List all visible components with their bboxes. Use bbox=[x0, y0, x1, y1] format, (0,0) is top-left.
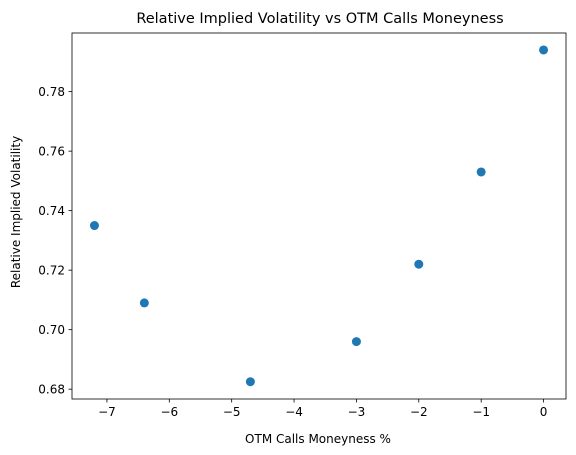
data-point bbox=[414, 259, 424, 269]
data-point bbox=[539, 45, 549, 55]
data-points bbox=[89, 45, 549, 387]
y-tick-label: 0.68 bbox=[38, 382, 65, 396]
data-point bbox=[89, 221, 99, 231]
y-tick-label: 0.78 bbox=[38, 85, 65, 99]
x-tick-label: 0 bbox=[540, 405, 548, 419]
y-tick-label: 0.76 bbox=[38, 144, 65, 158]
x-tick-label: −7 bbox=[98, 405, 116, 419]
data-point bbox=[245, 377, 255, 387]
x-tick-label: −3 bbox=[348, 405, 366, 419]
x-tick-label: −2 bbox=[410, 405, 428, 419]
data-point bbox=[351, 337, 361, 347]
x-tick-label: −4 bbox=[285, 405, 303, 419]
x-tick-label: −6 bbox=[160, 405, 178, 419]
plot-frame bbox=[71, 32, 567, 400]
y-axis-ticks: 0.68 0.70 0.72 0.74 0.76 0.78 bbox=[38, 85, 72, 396]
data-point bbox=[139, 298, 149, 308]
plot-area: −7 −6 −5 −4 −3 −2 −1 0 0.68 0.70 0.72 0.74 0.76 0.78 bbox=[38, 32, 567, 419]
y-tick-label: 0.70 bbox=[38, 323, 65, 337]
x-axis-label: OTM Calls Moneyness % bbox=[245, 432, 391, 446]
y-tick-label: 0.72 bbox=[38, 263, 65, 277]
y-axis-label: Relative Implied Volatility bbox=[9, 136, 23, 288]
chart-title: Relative Implied Volatility vs OTM Calls… bbox=[136, 11, 503, 27]
x-axis-ticks: −7 −6 −5 −4 −3 −2 −1 0 bbox=[98, 399, 547, 419]
y-tick-label: 0.74 bbox=[38, 204, 65, 218]
data-point bbox=[476, 167, 486, 177]
x-tick-label: −5 bbox=[223, 405, 241, 419]
x-tick-label: −1 bbox=[472, 405, 490, 419]
